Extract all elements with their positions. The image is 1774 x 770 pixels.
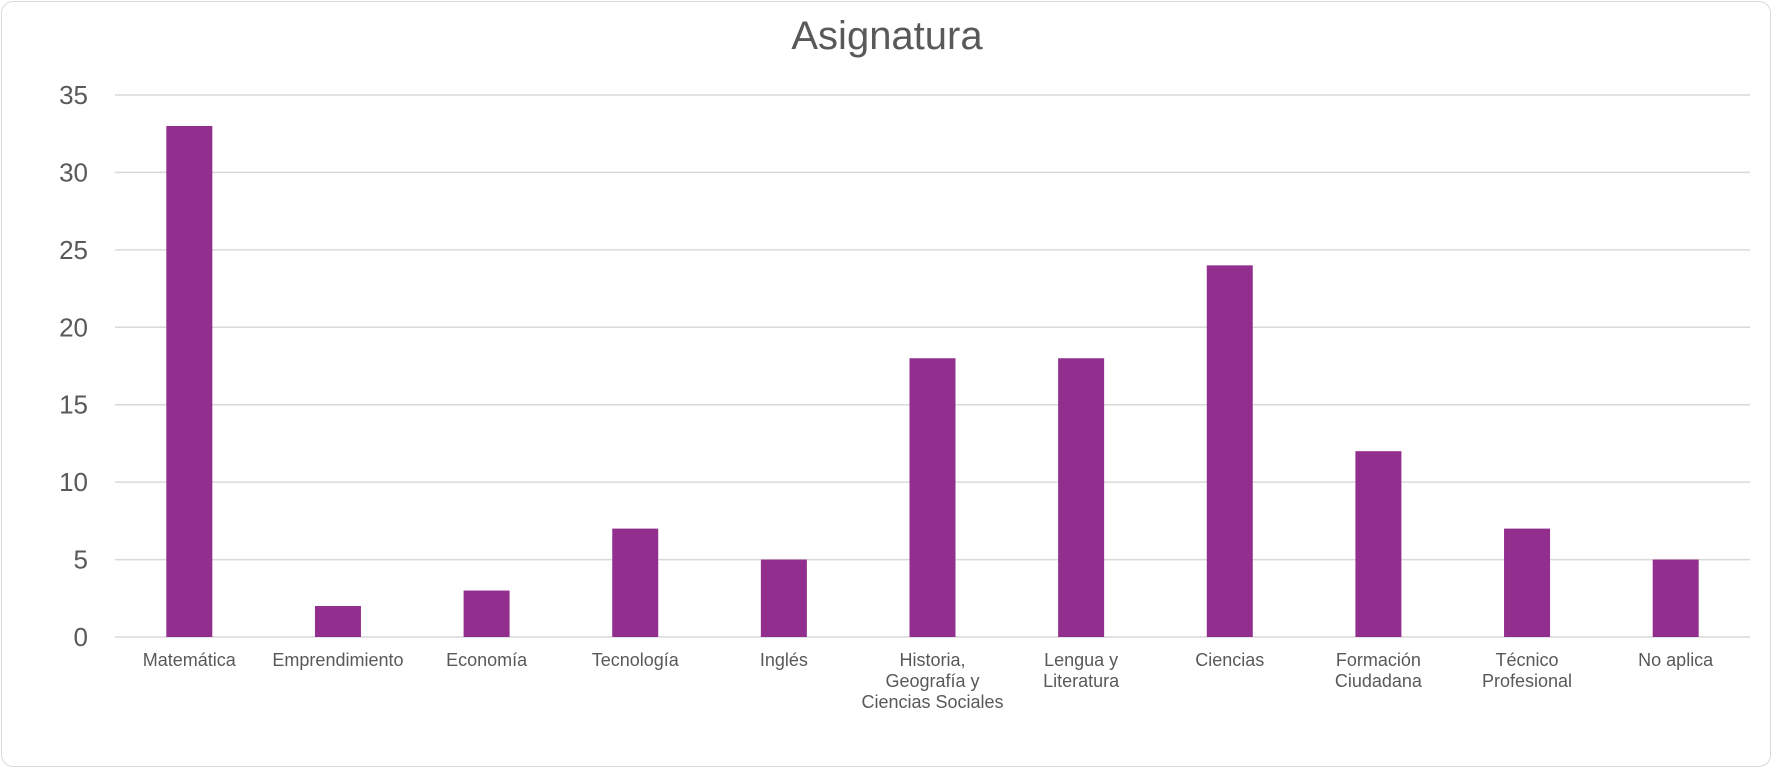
x-category-label: Ciencias <box>1195 650 1264 670</box>
x-axis-labels: Matemática Emprendimiento Economía Tecnolog… <box>143 650 1714 712</box>
bar-10 <box>1652 559 1699 637</box>
bars <box>166 125 1699 637</box>
bar-2 <box>463 590 510 637</box>
bar-3 <box>612 528 659 637</box>
y-tick-label: 35 <box>59 80 88 110</box>
x-category-label: No aplica <box>1638 650 1714 670</box>
bar-9 <box>1504 528 1551 637</box>
x-category-label-line: Profesional <box>1482 671 1572 691</box>
x-category-label-line: Técnico <box>1496 650 1559 670</box>
bar-4 <box>760 559 807 637</box>
x-category-label: Historia, Geografía y Ciencias Sociales <box>861 650 1003 712</box>
bar-7 <box>1206 265 1253 637</box>
x-category-label-line: Literatura <box>1043 671 1120 691</box>
x-category-label-line: Geografía y <box>885 671 979 691</box>
x-category-label: Lengua y Literatura <box>1043 650 1120 691</box>
x-category-label-line: Emprendimiento <box>272 650 403 670</box>
y-tick-label: 20 <box>59 312 88 342</box>
x-category-label-line: No aplica <box>1638 650 1714 670</box>
bar-8 <box>1355 451 1402 637</box>
x-category-label-line: Lengua y <box>1044 650 1118 670</box>
bar-6 <box>1058 358 1105 637</box>
x-category-label: Emprendimiento <box>272 650 403 670</box>
x-category-label: Técnico Profesional <box>1482 650 1572 691</box>
x-category-label-line: Economía <box>446 650 528 670</box>
x-category-label-line: Ciencias <box>1195 650 1264 670</box>
x-category-label-line: Ciencias Sociales <box>861 692 1003 712</box>
x-category-label-line: Matemática <box>143 650 237 670</box>
y-tick-label: 25 <box>59 235 88 265</box>
y-tick-label: 5 <box>74 545 88 575</box>
x-category-label-line: Inglés <box>760 650 808 670</box>
x-category-label: Formación Ciudadana <box>1335 650 1423 691</box>
x-category-label: Tecnología <box>592 650 680 670</box>
y-axis-ticks: 0 5 10 15 20 25 30 35 <box>59 80 88 652</box>
x-category-label-line: Tecnología <box>592 650 680 670</box>
chart-title: Asignatura <box>791 14 983 58</box>
x-category-label: Inglés <box>760 650 808 670</box>
bar-0 <box>166 125 213 637</box>
bar-5 <box>909 358 956 637</box>
x-category-label-line: Ciudadana <box>1335 671 1423 691</box>
y-tick-label: 0 <box>74 622 88 652</box>
x-category-label-line: Historia, <box>899 650 965 670</box>
x-category-label-line: Formación <box>1336 650 1421 670</box>
x-category-label: Matemática <box>143 650 237 670</box>
y-tick-label: 30 <box>59 157 88 187</box>
y-tick-label: 15 <box>59 390 88 420</box>
x-category-label: Economía <box>446 650 528 670</box>
y-tick-label: 10 <box>59 467 88 497</box>
bar-1 <box>314 606 361 637</box>
